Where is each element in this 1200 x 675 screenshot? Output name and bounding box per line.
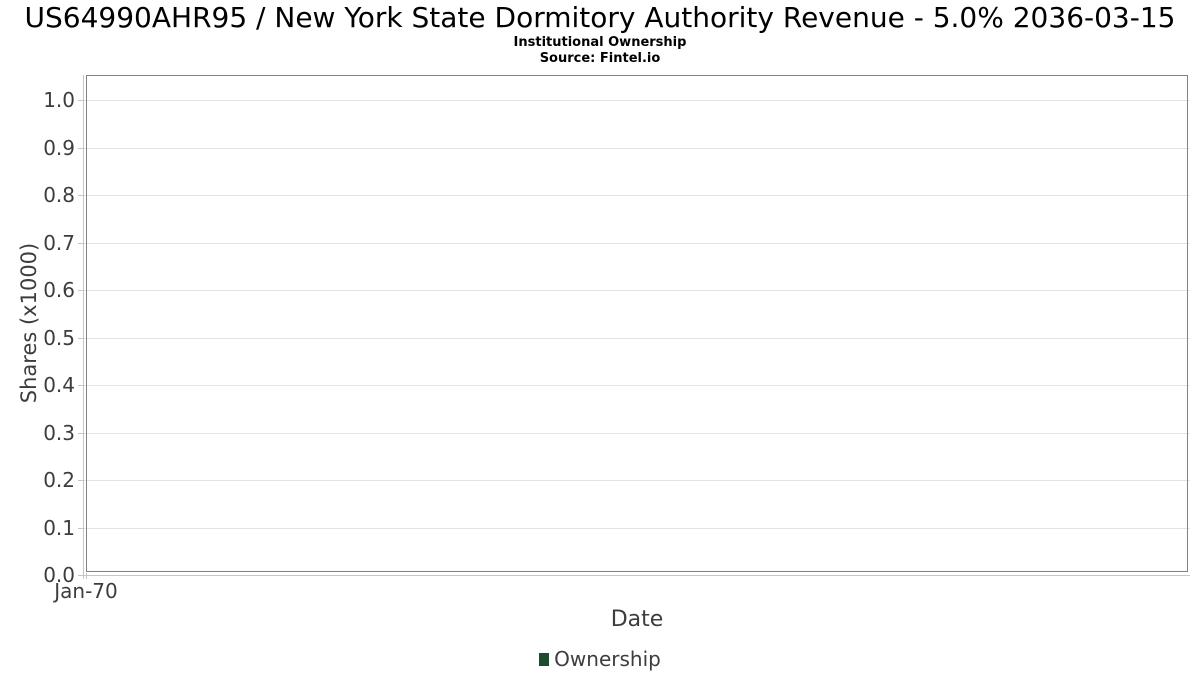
gridline — [84, 100, 1190, 101]
y-tick-label: 0.9 — [43, 136, 75, 160]
legend-label-ownership: Ownership — [554, 647, 661, 671]
y-tick-mark — [78, 195, 84, 196]
y-tick-label: 0.7 — [43, 231, 75, 255]
y-axis-line — [83, 75, 84, 579]
y-tick-mark — [78, 243, 84, 244]
y-tick-mark — [78, 385, 84, 386]
gridline — [84, 480, 1190, 481]
plot-area — [86, 75, 1188, 572]
x-tick-label: Jan-70 — [54, 579, 118, 603]
y-tick-label: 0.8 — [43, 183, 75, 207]
y-tick-mark — [78, 433, 84, 434]
gridline — [84, 433, 1190, 434]
y-tick-label: 0.6 — [43, 278, 75, 302]
y-tick-mark — [78, 290, 84, 291]
chart-subtitle: Institutional Ownership — [513, 35, 687, 50]
y-tick-mark — [78, 148, 84, 149]
y-tick-label: 0.3 — [43, 421, 75, 445]
chart-source-label: Source: Fintel.io — [539, 51, 661, 66]
gridline — [84, 528, 1190, 529]
gridline — [84, 290, 1190, 291]
gridline — [84, 575, 1190, 576]
gridline — [84, 338, 1190, 339]
x-tick-mark — [86, 573, 87, 579]
legend: Ownership — [0, 646, 1200, 672]
gridline — [84, 385, 1190, 386]
y-tick-mark — [78, 100, 84, 101]
gridline — [84, 243, 1190, 244]
gridline — [84, 148, 1190, 149]
y-tick-mark — [78, 480, 84, 481]
legend-swatch-ownership — [539, 652, 550, 666]
y-tick-label: 0.1 — [43, 516, 75, 540]
chart-title: US64990AHR95 / New York State Dormitory … — [24, 1, 1176, 34]
y-tick-mark — [78, 338, 84, 339]
y-tick-label: 0.0 — [43, 563, 75, 587]
y-tick-label: 1.0 — [43, 88, 75, 112]
x-axis-title: Date — [610, 607, 664, 632]
gridline — [84, 195, 1190, 196]
y-tick-label: 0.4 — [43, 373, 75, 397]
y-tick-label: 0.5 — [43, 326, 75, 350]
y-axis-title: Shares (x1000) — [17, 242, 41, 404]
y-tick-label: 0.2 — [43, 468, 75, 492]
y-tick-mark — [78, 575, 84, 576]
y-tick-mark — [78, 528, 84, 529]
